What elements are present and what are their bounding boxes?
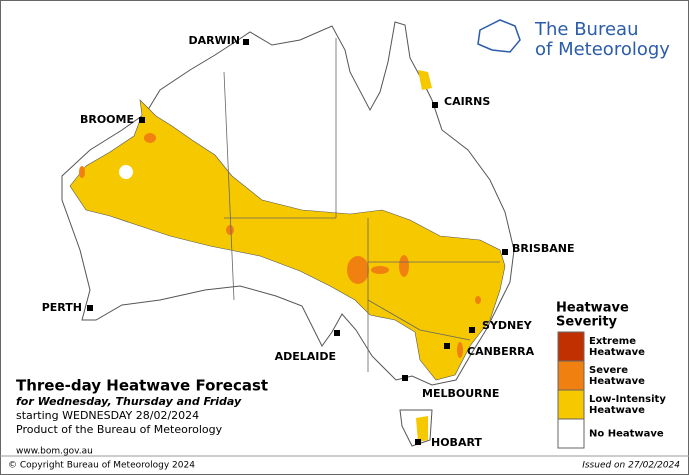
copyright: © Copyright Bureau of Meteorology 2024 [8,461,195,471]
city-label: CAIRNS [444,95,490,108]
city-label: MELBOURNE [422,387,499,400]
city-label: ADELAIDE [275,350,336,363]
city-label: PERTH [42,301,82,314]
city-label: HOBART [431,436,482,449]
legend-label: No Heatwave [589,429,664,440]
issued-date: Issued on 27/02/2024 [582,461,680,471]
city-marker [243,39,249,45]
city-marker [502,249,508,255]
map-title: Three-day Heatwave Forecast [16,377,268,395]
logo-text: of Meteorology [535,39,670,60]
city-marker [469,327,475,333]
city-marker [139,117,145,123]
city-label: BRISBANE [512,242,575,255]
legend-swatch [557,418,585,449]
city-marker [432,102,438,108]
legend-label: Severe [589,365,628,376]
legend-label: Heatwave [589,405,645,416]
city-marker [87,305,93,311]
city-marker [334,330,340,336]
city-marker [415,439,421,445]
city-label: DARWIN [188,34,240,47]
city-label: CANBERRA [467,345,535,358]
legend-title: Severity [556,315,618,330]
product-note: Product of the Bureau of Meteorology [16,423,223,436]
legend-label: Heatwave [589,376,645,387]
legend-title: Heatwave [556,301,629,316]
australia [61,21,515,447]
legend-swatch [557,389,585,420]
logo-icon [477,19,521,53]
logo-text: The Bureau [534,19,638,40]
city-marker [444,343,450,349]
legend-label: Heatwave [589,347,645,358]
legend-label: Extreme [589,336,636,347]
start-date: starting WEDNESDAY 28/02/2024 [16,409,199,422]
city-label: SYDNEY [482,319,533,332]
city-label: BROOME [80,113,134,126]
legend-label: Low-Intensity [589,394,666,405]
city-marker [402,375,408,381]
legend-swatch [557,331,585,362]
legend-swatch [557,360,585,391]
map-subtitle: for Wednesday, Thursday and Friday [16,395,242,408]
website: www.bom.gov.au [16,447,93,457]
